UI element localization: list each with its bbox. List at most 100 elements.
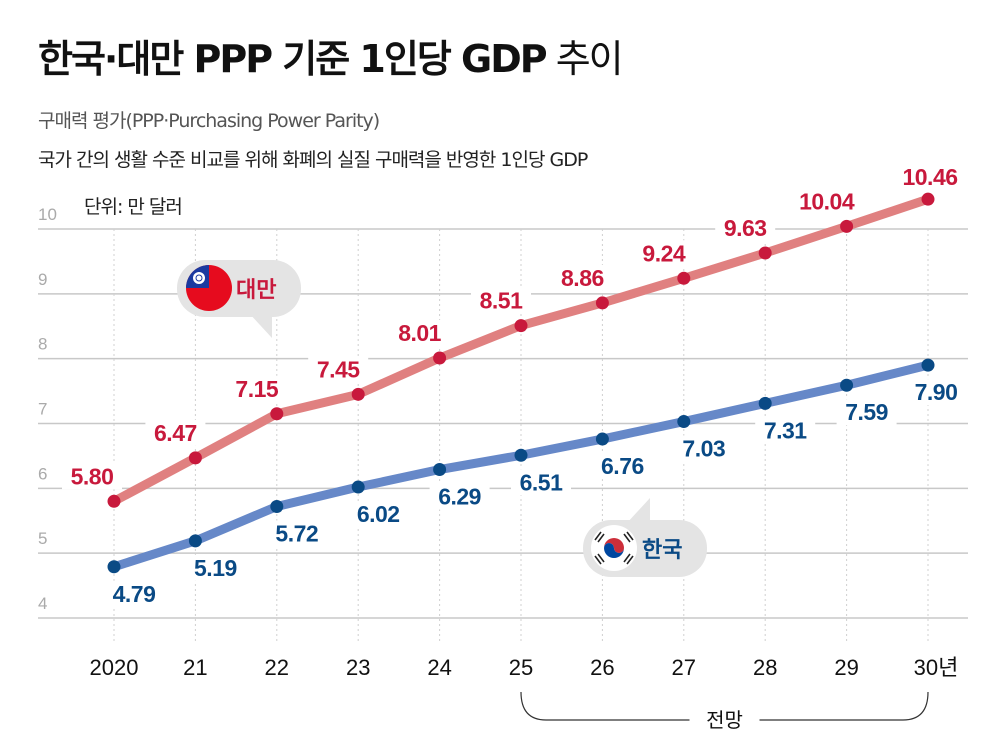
data-label-bg <box>104 580 164 607</box>
y-tick-label: 6 <box>38 464 47 483</box>
x-tick-label: 22 <box>265 655 289 680</box>
data-point <box>270 407 284 421</box>
forecast-bracket-left <box>520 691 690 721</box>
data-point <box>188 451 202 465</box>
taiwan-flag-icon <box>186 265 232 311</box>
korea-bubble-tail <box>626 498 650 524</box>
data-label-bg <box>836 399 897 426</box>
data-label: 4.79 <box>113 581 156 607</box>
legend-korea: 한국 <box>583 498 707 577</box>
data-label-bg <box>552 264 613 291</box>
data-label-bg <box>893 164 967 191</box>
data-label: 9.63 <box>724 215 767 241</box>
data-label-bg <box>673 435 734 462</box>
legend-korea-label: 한국 <box>642 538 682 563</box>
data-label: 7.45 <box>317 356 360 382</box>
data-point <box>758 396 772 410</box>
legend-taiwan: 대만 <box>177 260 301 338</box>
data-point <box>514 319 528 333</box>
data-point <box>840 219 854 233</box>
data-label: 6.29 <box>438 484 481 510</box>
forecast-label: 전망 <box>706 708 743 732</box>
data-label: 9.24 <box>642 240 685 266</box>
data-label-bg <box>755 417 816 444</box>
data-label: 7.03 <box>682 436 725 462</box>
data-label-bg <box>790 188 864 215</box>
data-label-bg <box>348 501 409 528</box>
subtitle-description: 국가 간의 생활 수준 비교를 위해 화폐의 실질 구매력을 반영한 1인당 G… <box>38 149 588 171</box>
page-title: 한국·대만 PPP 기준 1인당 GDP 추이 <box>38 28 624 83</box>
data-label: 5.80 <box>71 463 114 489</box>
x-tick-label: 27 <box>672 655 696 680</box>
y-tick-label: 8 <box>38 335 47 354</box>
data-label-bg <box>389 320 450 347</box>
data-label: 7.31 <box>764 417 807 443</box>
x-axis-ticks: 2020 21 22 23 24 25 26 27 28 29 30년 <box>90 655 959 680</box>
data-label: 6.02 <box>357 501 400 527</box>
data-point <box>270 499 284 513</box>
korea-flag-icon <box>591 525 637 571</box>
x-tick-label: 23 <box>346 655 370 680</box>
data-point <box>351 480 365 494</box>
taiwan-bubble-tail <box>248 312 272 338</box>
data-label-bg <box>471 287 531 314</box>
y-tick-label: 10 <box>38 205 57 224</box>
data-label-bg <box>185 554 246 581</box>
x-tick-label: 21 <box>183 655 207 680</box>
data-point <box>433 463 447 477</box>
data-labels: 5.80 6.47 7.15 7.45 8.01 8.51 8.86 9.24 9.63 10.0… <box>62 164 967 607</box>
data-label-bg <box>266 520 327 547</box>
forecast-bracket-right <box>759 691 929 721</box>
data-label: 5.72 <box>275 520 318 546</box>
data-label-bg <box>308 356 369 383</box>
data-point <box>107 560 121 574</box>
data-label-bg <box>715 214 776 241</box>
data-label-bg <box>145 419 206 446</box>
data-point <box>351 387 365 401</box>
y-axis-ticks: 4 5 6 7 8 9 10 <box>38 205 57 613</box>
legend-taiwan-label: 대만 <box>236 278 276 303</box>
data-point <box>595 432 609 446</box>
unit-label: 단위: 만 달러 <box>84 196 183 218</box>
title-light: 추이 <box>545 37 624 81</box>
x-tick-label: 2020 <box>90 655 139 680</box>
data-label: 6.47 <box>154 420 197 446</box>
data-label: 5.19 <box>194 555 237 581</box>
data-label-bg <box>511 469 571 496</box>
data-label-bg <box>906 379 966 406</box>
data-point <box>514 448 528 462</box>
data-label-bg <box>226 375 287 402</box>
data-label: 6.76 <box>601 453 644 479</box>
y-tick-label: 4 <box>38 594 47 613</box>
series-points <box>107 192 935 574</box>
data-label: 10.04 <box>799 188 855 214</box>
data-label: 8.86 <box>561 265 604 291</box>
data-label-bg <box>429 483 490 510</box>
data-point <box>921 192 935 206</box>
x-tick-label: 25 <box>509 655 533 680</box>
data-point <box>107 494 121 508</box>
title-bold: 한국·대만 PPP 기준 1인당 GDP <box>38 37 548 81</box>
data-label-bg <box>633 240 694 267</box>
x-tick-label: 29 <box>834 655 858 680</box>
data-label: 7.15 <box>235 376 278 402</box>
data-label: 10.46 <box>902 164 957 190</box>
data-label: 6.51 <box>520 469 563 495</box>
x-tick-label: 30년 <box>914 655 959 680</box>
subtitle-ppp: 구매력 평가(PPP·Purchasing Power Parity) <box>38 110 380 132</box>
y-tick-label: 7 <box>38 400 47 419</box>
data-label: 8.51 <box>480 288 523 314</box>
data-label: 7.59 <box>845 399 888 425</box>
data-point <box>433 351 447 365</box>
x-tick-label: 28 <box>753 655 777 680</box>
data-point <box>677 415 691 429</box>
data-point <box>921 358 935 372</box>
y-tick-label: 5 <box>38 529 47 548</box>
data-point <box>188 534 202 548</box>
data-label: 7.90 <box>915 379 958 405</box>
data-point <box>677 271 691 285</box>
data-label-bg <box>592 453 653 480</box>
data-point <box>595 296 609 310</box>
data-label-bg <box>62 463 122 490</box>
